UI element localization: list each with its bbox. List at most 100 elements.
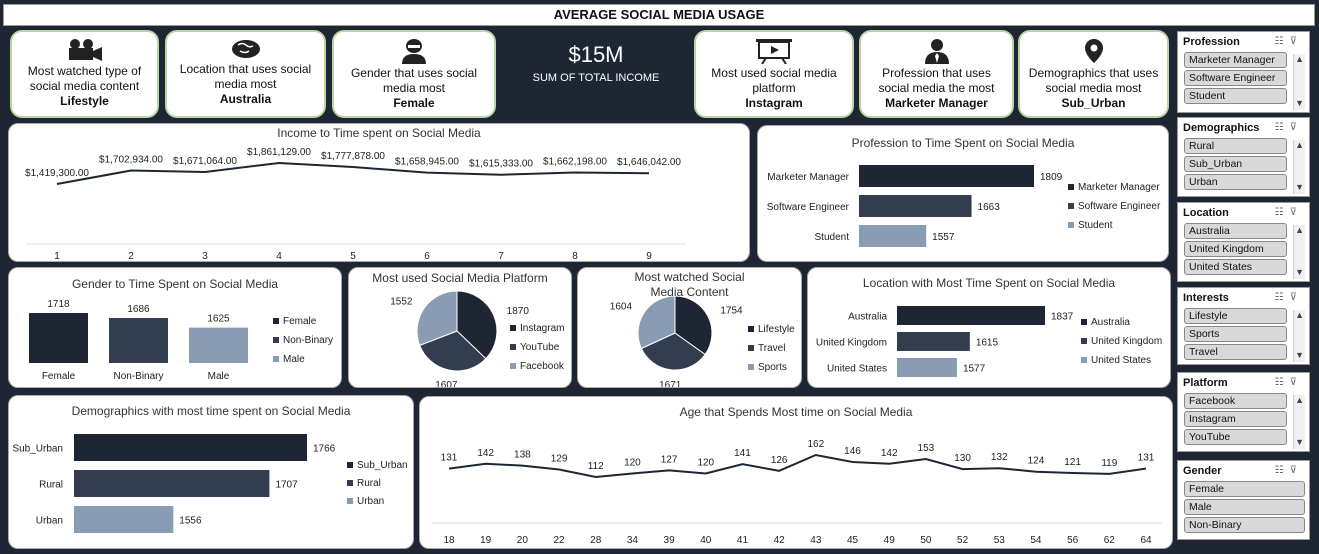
slicer-scrollbar[interactable] bbox=[1293, 140, 1305, 194]
slicer-item[interactable]: Travel bbox=[1184, 344, 1287, 360]
multi-select-icon[interactable]: ☷ bbox=[1274, 36, 1290, 47]
scroll-down-icon[interactable]: ▼ bbox=[1295, 437, 1304, 447]
slicer-scrollbar[interactable] bbox=[1293, 54, 1305, 110]
slicer-item[interactable]: YouTube bbox=[1184, 429, 1287, 445]
data-label: 1604 bbox=[610, 302, 633, 313]
profession-time-chart: Profession to Time Spent on Social Media… bbox=[757, 125, 1169, 262]
data-label: 141 bbox=[734, 448, 751, 459]
slicer-item[interactable]: Student bbox=[1184, 88, 1287, 104]
legend-label: YouTube bbox=[520, 342, 560, 353]
scroll-up-icon[interactable]: ▲ bbox=[1295, 54, 1304, 64]
multi-select-icon[interactable]: ☷ bbox=[1274, 292, 1290, 303]
legend-label: Sports bbox=[758, 362, 787, 373]
clear-filter-icon[interactable]: ⊽ bbox=[1289, 465, 1303, 476]
slicer-item[interactable]: Software Engineer bbox=[1184, 70, 1287, 86]
legend-swatch bbox=[510, 363, 516, 369]
legend-label: Urban bbox=[357, 496, 384, 507]
scroll-up-icon[interactable]: ▲ bbox=[1295, 395, 1304, 405]
slicer-demographics-title: Demographics bbox=[1183, 122, 1260, 134]
legend-swatch bbox=[510, 325, 516, 331]
x-tick-label: 62 bbox=[1104, 535, 1116, 546]
slicer-item[interactable]: Instagram bbox=[1184, 411, 1287, 427]
legend-label: Rural bbox=[357, 478, 381, 489]
x-tick-label: 45 bbox=[847, 535, 859, 546]
data-label: 1707 bbox=[275, 480, 298, 491]
slicer-item[interactable]: Male bbox=[1184, 499, 1305, 515]
scroll-up-icon[interactable]: ▲ bbox=[1295, 140, 1304, 150]
slicer-location: Location ☷⊽ Australia United Kingdom Uni… bbox=[1177, 202, 1310, 282]
multi-select-icon[interactable]: ☷ bbox=[1274, 122, 1290, 133]
card-demographics-label: Demographics that uses social media most bbox=[1028, 66, 1159, 95]
scroll-down-icon[interactable]: ▼ bbox=[1295, 98, 1304, 108]
slicer-item[interactable]: Non-Binary bbox=[1184, 517, 1305, 533]
data-label: 126 bbox=[771, 455, 788, 466]
age-time-title: Age that Spends Most time on Social Medi… bbox=[679, 405, 913, 419]
slicer-item[interactable]: Lifestyle bbox=[1184, 308, 1287, 324]
data-label: 119 bbox=[1101, 458, 1117, 469]
multi-select-icon[interactable]: ☷ bbox=[1274, 207, 1290, 218]
x-tick-label: 52 bbox=[957, 535, 969, 546]
data-label: 1671 bbox=[659, 380, 682, 388]
category-label: Sub_Urban bbox=[12, 444, 63, 455]
x-tick-label: 56 bbox=[1067, 535, 1079, 546]
x-tick-label: 43 bbox=[810, 535, 822, 546]
scroll-down-icon[interactable]: ▼ bbox=[1295, 182, 1304, 192]
slicer-demographics: Demographics ☷⊽ Rural Sub_Urban Urban ▲ … bbox=[1177, 117, 1310, 197]
multi-select-icon[interactable]: ☷ bbox=[1274, 465, 1290, 476]
businessman-icon bbox=[924, 39, 949, 64]
clear-filter-icon[interactable]: ⊽ bbox=[1289, 292, 1303, 303]
platform-pie-plot: 1870 Instagram 1607 YouTube 1552 Facebook bbox=[390, 290, 565, 387]
slicer-item[interactable]: Sports bbox=[1184, 326, 1287, 342]
scroll-down-icon[interactable]: ▼ bbox=[1295, 350, 1304, 360]
clear-filter-icon[interactable]: ⊽ bbox=[1289, 207, 1303, 218]
card-gender-label: Gender that uses social media most bbox=[350, 66, 478, 95]
bar bbox=[859, 165, 1034, 187]
clear-filter-icon[interactable]: ⊽ bbox=[1289, 377, 1303, 388]
x-tick-label: 9 bbox=[646, 251, 652, 262]
slicer-platform-controls: ☷⊽ bbox=[1275, 377, 1303, 388]
slicer-item[interactable]: Facebook bbox=[1184, 393, 1287, 409]
slicer-item[interactable]: Marketer Manager bbox=[1184, 52, 1287, 68]
x-tick-label: 64 bbox=[1140, 535, 1152, 546]
card-location: Location that uses social media most Aus… bbox=[165, 30, 326, 118]
category-label: Student bbox=[815, 232, 850, 243]
clear-filter-icon[interactable]: ⊽ bbox=[1289, 36, 1303, 47]
legend-label: Sub_Urban bbox=[357, 460, 408, 471]
slicer-interests-title: Interests bbox=[1183, 292, 1229, 304]
scroll-up-icon[interactable]: ▲ bbox=[1295, 310, 1304, 320]
legend-swatch bbox=[347, 462, 353, 468]
x-tick-label: 42 bbox=[774, 535, 786, 546]
category-label: Female bbox=[42, 371, 76, 382]
legend-swatch bbox=[1068, 184, 1074, 190]
data-label: 131 bbox=[1138, 453, 1155, 464]
scroll-up-icon[interactable]: ▲ bbox=[1295, 225, 1304, 235]
slicer-scrollbar[interactable] bbox=[1293, 310, 1305, 362]
slicer-demographics-controls: ☷⊽ bbox=[1275, 122, 1303, 133]
income-time-chart: Income to Time spent on Social Media $1,… bbox=[8, 123, 750, 262]
income-time-title: Income to Time spent on Social Media bbox=[277, 126, 481, 140]
multi-select-icon[interactable]: ☷ bbox=[1274, 377, 1290, 388]
data-label: $1,658,945.00 bbox=[395, 157, 459, 168]
legend-swatch bbox=[1068, 222, 1074, 228]
slicer-item[interactable]: Rural bbox=[1184, 138, 1287, 154]
legend-swatch bbox=[1081, 357, 1087, 363]
slicer-item[interactable]: United Kingdom bbox=[1184, 241, 1287, 257]
slicer-scrollbar[interactable] bbox=[1293, 225, 1305, 279]
slicer-scrollbar[interactable] bbox=[1293, 395, 1305, 449]
data-label: 121 bbox=[1064, 457, 1081, 468]
slicer-item[interactable]: Sub_Urban bbox=[1184, 156, 1287, 172]
data-label: 1766 bbox=[313, 444, 336, 455]
data-label: 1837 bbox=[1051, 312, 1074, 323]
gender-time-chart: Gender to Time Spent on Social Media 171… bbox=[8, 267, 342, 388]
slicer-item[interactable]: United States bbox=[1184, 259, 1287, 275]
gender-time-plot: 1718 Female Female 1686 Non-Binary Non-Binary… bbox=[29, 299, 333, 382]
slicer-item[interactable]: Urban bbox=[1184, 174, 1287, 190]
slicer-item[interactable]: Australia bbox=[1184, 223, 1287, 239]
legend-swatch bbox=[347, 480, 353, 486]
scroll-down-icon[interactable]: ▼ bbox=[1295, 267, 1304, 277]
category-label: United Kingdom bbox=[816, 338, 887, 349]
card-content-label: Most watched type of social media conten… bbox=[27, 64, 142, 93]
x-tick-label: 49 bbox=[884, 535, 896, 546]
clear-filter-icon[interactable]: ⊽ bbox=[1289, 122, 1303, 133]
slicer-item[interactable]: Female bbox=[1184, 481, 1305, 497]
